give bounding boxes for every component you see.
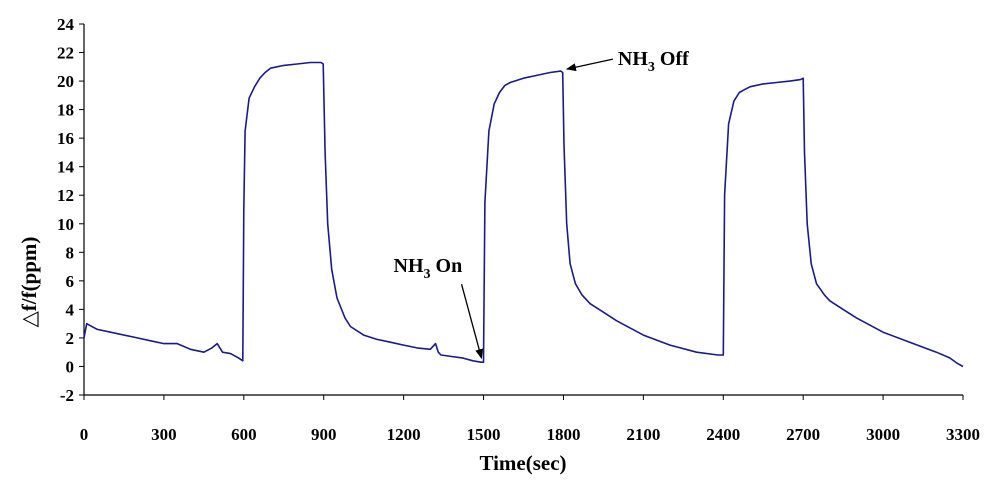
annotation-arrow-on xyxy=(460,284,484,360)
y-tick-label: 10 xyxy=(57,215,74,234)
x-tick-label: 2700 xyxy=(786,425,820,444)
y-tick-label: 8 xyxy=(66,243,75,262)
x-axis-ticks: 0 300 600 900 1200 1500 1800 2100 2400 2700 3000 33… xyxy=(80,395,980,444)
x-tick-label: 0 xyxy=(80,425,89,444)
y-tick-label: 2 xyxy=(66,329,75,348)
annotation-layer: NH3 On NH3 Off xyxy=(394,48,689,360)
plot-area xyxy=(83,23,964,396)
x-tick-label: 3000 xyxy=(866,425,900,444)
y-tick-label: 22 xyxy=(57,44,74,63)
y-tick-label: -2 xyxy=(60,386,74,405)
x-tick-label: 1800 xyxy=(546,425,580,444)
y-tick-label: 24 xyxy=(57,15,75,34)
y-axis-title: △f/f(ppm) xyxy=(17,237,41,328)
series-line xyxy=(83,61,964,368)
y-tick-label: 0 xyxy=(66,357,75,376)
x-tick-label: 2100 xyxy=(626,425,660,444)
y-tick-label: 16 xyxy=(57,129,74,148)
x-tick-label: 600 xyxy=(231,425,257,444)
annotation-nh3-on: NH3 On xyxy=(394,255,463,282)
x-axis-title: Time(sec) xyxy=(479,451,566,475)
y-tick-label: 20 xyxy=(57,72,74,91)
y-tick-label: 6 xyxy=(66,272,75,291)
annotation-arrow-off xyxy=(565,58,614,72)
x-tick-label: 300 xyxy=(151,425,177,444)
series-layer xyxy=(83,61,964,368)
x-tick-label: 1500 xyxy=(467,425,501,444)
annotation-nh3-off: NH3 Off xyxy=(618,48,689,75)
x-tick-label: 2400 xyxy=(706,425,740,444)
y-tick-label: 14 xyxy=(57,158,75,177)
x-tick-label: 3300 xyxy=(946,425,980,444)
y-tick-label: 12 xyxy=(57,186,74,205)
x-tick-label: 900 xyxy=(311,425,337,444)
x-tick-label: 1200 xyxy=(387,425,421,444)
y-tick-label: 4 xyxy=(66,300,75,319)
y-tick-label: 18 xyxy=(57,101,74,120)
